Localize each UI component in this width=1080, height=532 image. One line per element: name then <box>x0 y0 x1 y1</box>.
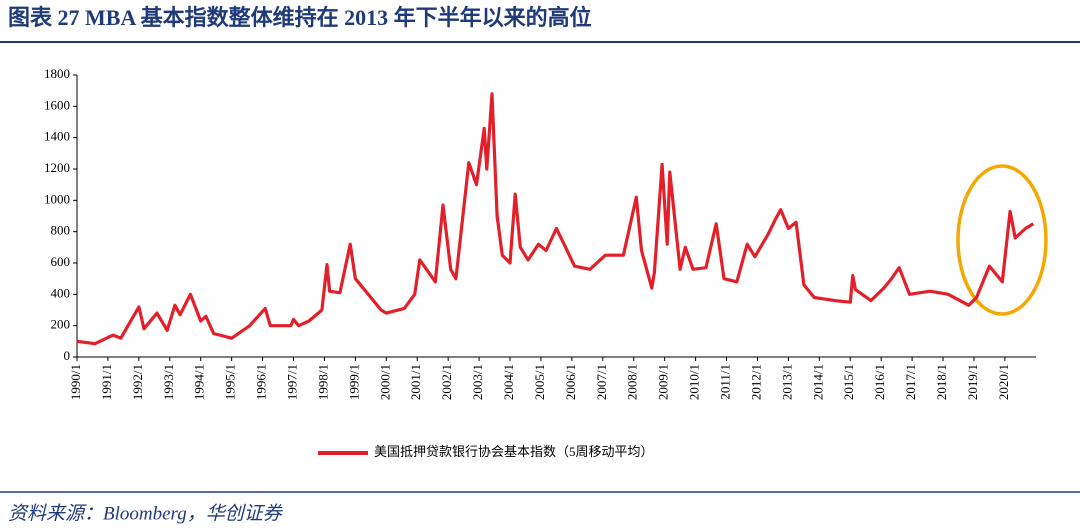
legend-label: 美国抵押贷款银行协会基本指数（5周移动平均） <box>374 444 654 459</box>
x-tick-label: 2010/1 <box>687 364 702 400</box>
x-tick-label: 2013/1 <box>779 364 794 400</box>
x-tick-label: 1998/1 <box>315 364 330 400</box>
y-tick-label: 800 <box>51 223 71 238</box>
y-tick-label: 1000 <box>44 191 70 206</box>
x-tick-label: 1995/1 <box>223 364 238 400</box>
y-tick-label: 0 <box>64 348 71 363</box>
x-tick-label: 2018/1 <box>934 364 949 400</box>
x-tick-label: 1990/1 <box>68 364 83 400</box>
x-tick-label: 1993/1 <box>161 364 176 400</box>
y-tick-label: 400 <box>51 285 71 300</box>
x-tick-label: 2014/1 <box>810 364 825 400</box>
x-tick-label: 2016/1 <box>872 364 887 400</box>
x-tick-label: 2007/1 <box>594 364 609 400</box>
x-tick-label: 2020/1 <box>996 364 1011 400</box>
y-tick-label: 1600 <box>44 97 70 112</box>
x-tick-label: 1999/1 <box>346 364 361 400</box>
x-tick-label: 1996/1 <box>254 364 269 400</box>
x-tick-label: 2019/1 <box>965 364 980 400</box>
x-tick-label: 1997/1 <box>284 364 299 400</box>
x-tick-label: 2006/1 <box>563 364 578 400</box>
data-line <box>76 92 1035 346</box>
source: 资料来源：Bloomberg，华创证券 <box>8 502 284 524</box>
y-tick-label: 200 <box>51 317 71 332</box>
x-tick-label: 1992/1 <box>130 364 145 400</box>
x-tick-label: 2001/1 <box>408 364 423 400</box>
x-tick-label: 2003/1 <box>470 364 485 400</box>
highlight-ellipse <box>956 164 1048 316</box>
x-tick-label: 2009/1 <box>656 364 671 400</box>
x-tick-label: 2015/1 <box>841 364 856 400</box>
y-tick-label: 1400 <box>44 129 70 144</box>
x-tick-label: 2002/1 <box>439 364 454 400</box>
x-tick-label: 1994/1 <box>192 364 207 400</box>
y-tick-label: 1200 <box>44 160 70 175</box>
y-tick-label: 600 <box>51 254 71 269</box>
x-tick-label: 1991/1 <box>99 364 114 400</box>
chart-title: 图表 27 MBA 基本指数整体维持在 2013 年下半年以来的高位 <box>8 5 592 30</box>
x-tick-label: 2005/1 <box>532 364 547 400</box>
y-tick-label: 1800 <box>44 66 70 81</box>
x-tick-label: 2004/1 <box>501 364 516 400</box>
x-tick-label: 2008/1 <box>625 364 640 400</box>
x-tick-label: 2000/1 <box>377 364 392 400</box>
x-tick-label: 2011/1 <box>718 364 733 400</box>
x-tick-label: 2012/1 <box>748 364 763 400</box>
x-tick-label: 2017/1 <box>903 364 918 400</box>
